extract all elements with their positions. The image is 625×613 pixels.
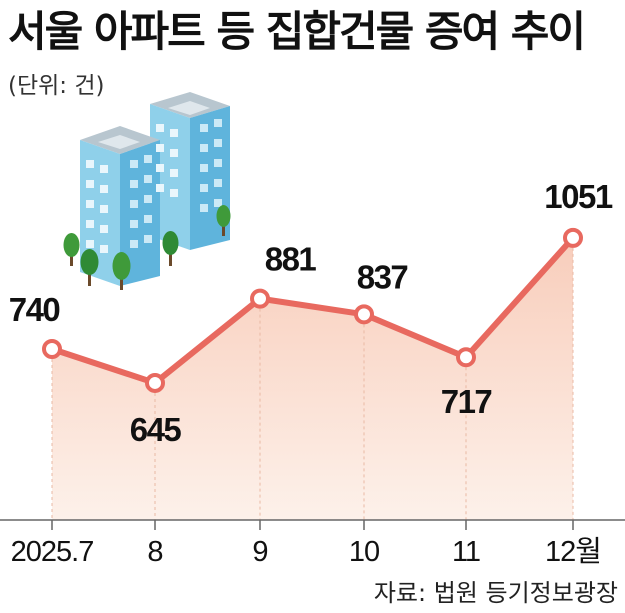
point-guides <box>51 247 574 520</box>
data-point-11 <box>456 347 476 368</box>
data-label-9: 881 <box>265 241 317 278</box>
data-point-8 <box>145 372 165 393</box>
source-note: 자료: 법원 등기정보광장 <box>374 579 618 607</box>
x-tick-label-3: 10 <box>349 536 379 568</box>
tick-marks <box>51 520 574 530</box>
apartment-building-illustration <box>63 92 231 290</box>
tree-icon <box>63 205 231 290</box>
data-label-2025.7: 740 <box>9 291 60 328</box>
area-fill <box>52 237 573 521</box>
x-tick-label-2: 9 <box>252 536 267 568</box>
data-point-10 <box>354 304 374 325</box>
x-tick-label-0: 2025.7 <box>11 536 94 568</box>
data-label-8: 645 <box>130 411 182 448</box>
data-label-11: 717 <box>441 383 492 420</box>
data-point-12월 <box>563 227 583 248</box>
x-tick-label-5: 12월 <box>545 535 601 568</box>
chart-title: 서울 아파트 등 집합건물 증여 추이 <box>8 7 584 56</box>
data-point-9 <box>250 288 270 309</box>
data-point-2025.7 <box>42 338 62 359</box>
x-tick-label-4: 11 <box>452 536 480 568</box>
data-label-10: 837 <box>357 258 408 295</box>
data-label-12월: 1051 <box>544 178 613 215</box>
x-tick-label-1: 8 <box>147 536 162 568</box>
series-line <box>49 234 576 386</box>
unit-label: (단위: 건) <box>8 73 105 99</box>
